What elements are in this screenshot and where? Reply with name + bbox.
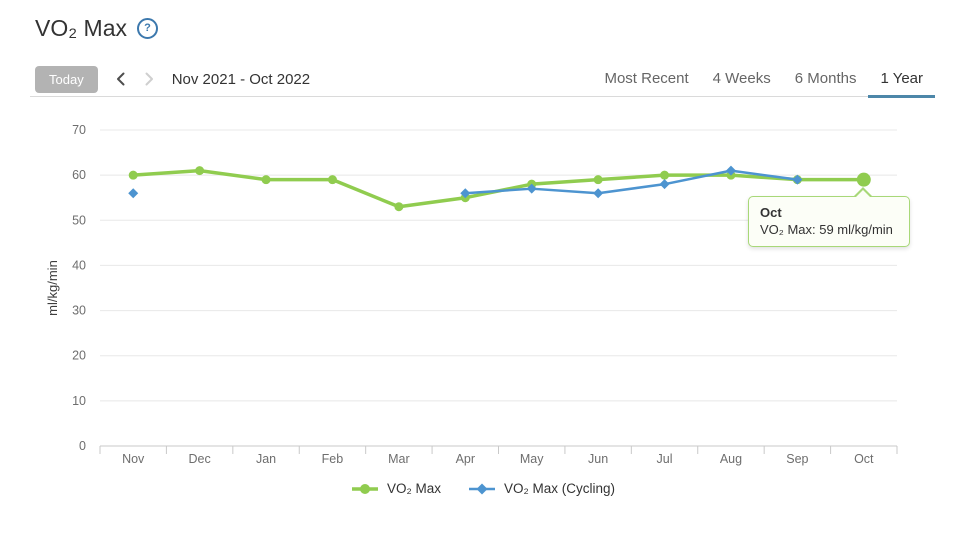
- data-point-VO₂ Max (Cycling)-Sep[interactable]: [792, 174, 803, 185]
- x-axis: [99, 445, 898, 454]
- data-point-VO₂ Max-Jul[interactable]: [660, 170, 670, 180]
- svg-text:Jan: Jan: [256, 452, 276, 466]
- data-point-VO₂ Max (Cycling)-Jul[interactable]: [659, 179, 670, 190]
- data-point-VO₂ Max-Feb[interactable]: [327, 175, 337, 185]
- svg-text:Jun: Jun: [588, 452, 608, 466]
- tooltip-value: VO₂ Max: 59 ml/kg/min: [760, 222, 893, 237]
- y-axis-labels: 0 10 20 30 40 50 60 70: [72, 123, 86, 453]
- tab-6-months[interactable]: 6 Months: [794, 70, 857, 87]
- svg-text:70: 70: [72, 123, 86, 137]
- svg-text:0: 0: [79, 439, 86, 453]
- svg-text:Sep: Sep: [786, 452, 808, 466]
- chevron-right-icon: [142, 70, 156, 88]
- svg-text:Dec: Dec: [189, 452, 211, 466]
- svg-text:30: 30: [72, 304, 86, 318]
- legend-label-vo2max-cycling: VO₂ Max (Cycling): [503, 481, 615, 496]
- data-point-VO₂ Max (Cycling)-Apr[interactable]: [460, 188, 471, 199]
- chevron-left-icon[interactable]: [114, 70, 128, 88]
- svg-text:40: 40: [72, 258, 86, 272]
- data-point-VO₂ Max (Cycling)-Jun[interactable]: [593, 188, 604, 199]
- svg-text:Oct: Oct: [854, 452, 874, 466]
- data-point-VO₂ Max (Cycling)-Nov[interactable]: [128, 188, 139, 199]
- svg-text:50: 50: [72, 213, 86, 227]
- svg-text:20: 20: [72, 349, 86, 363]
- svg-text:Feb: Feb: [322, 452, 344, 466]
- svg-text:Apr: Apr: [456, 452, 475, 466]
- data-point-VO₂ Max-Mar[interactable]: [394, 202, 404, 212]
- tab-4-weeks[interactable]: 4 Weeks: [712, 70, 771, 87]
- svg-text:May: May: [520, 452, 544, 466]
- svg-text:60: 60: [72, 168, 86, 182]
- page-header: VO₂ Max ?: [35, 15, 158, 42]
- svg-text:10: 10: [72, 394, 86, 408]
- period-tabs: Most Recent 4 Weeks 6 Months 1 Year: [592, 62, 935, 98]
- chart-svg: 0 10 20 30 40 50 60 70 ml/kg/min Nov Dec Jan Feb Mar A…: [45, 123, 898, 466]
- legend-item-vo2max-cycling[interactable]: VO₂ Max (Cycling): [467, 481, 615, 496]
- tab-most-recent[interactable]: Most Recent: [604, 70, 689, 87]
- toolbar: Today Nov 2021 - Oct 2022 Most Recent 4 …: [30, 62, 935, 98]
- y-axis-title: ml/kg/min: [45, 260, 60, 316]
- data-point-VO₂ Max-Dec[interactable]: [195, 166, 205, 176]
- help-icon[interactable]: ?: [137, 18, 158, 39]
- legend-diamond-marker-icon: [468, 483, 495, 494]
- legend-item-vo2max[interactable]: VO₂ Max: [350, 481, 441, 496]
- data-point-VO₂ Max-Jun[interactable]: [593, 175, 603, 185]
- grid-lines: [100, 129, 897, 402]
- highlighted-data-point[interactable]: [856, 172, 871, 187]
- date-range-label: Nov 2021 - Oct 2022: [171, 70, 311, 88]
- tooltip-month: Oct: [760, 205, 782, 220]
- tab-1-year[interactable]: 1 Year: [868, 62, 935, 98]
- x-axis-labels: Nov Dec Jan Feb Mar Apr May Jun Jul Aug Sep Oct: [122, 452, 874, 466]
- data-point-VO₂ Max (Cycling)-Aug[interactable]: [725, 165, 736, 176]
- legend-label-vo2max: VO₂ Max: [386, 481, 441, 496]
- svg-text:Aug: Aug: [720, 452, 742, 466]
- data-point-VO₂ Max-Jan[interactable]: [261, 175, 271, 185]
- chart-tooltip: Oct VO₂ Max: 59 ml/kg/min: [748, 187, 910, 247]
- svg-text:Nov: Nov: [122, 452, 145, 466]
- legend-circle-marker-icon: [351, 483, 378, 494]
- svg-text:Jul: Jul: [657, 452, 673, 466]
- vo2max-chart: 0 10 20 30 40 50 60 70 ml/kg/min Nov Dec Jan Feb Mar A…: [0, 105, 965, 477]
- svg-text:Mar: Mar: [388, 452, 410, 466]
- data-point-VO₂ Max (Cycling)-May[interactable]: [526, 183, 537, 194]
- data-point-VO₂ Max-Nov[interactable]: [128, 170, 138, 180]
- today-button[interactable]: Today: [35, 65, 98, 93]
- chart-legend: VO₂ Max VO₂ Max (Cycling): [0, 481, 965, 496]
- page-title: VO₂ Max: [35, 15, 127, 41]
- series-vo2max-cycling: [128, 165, 803, 199]
